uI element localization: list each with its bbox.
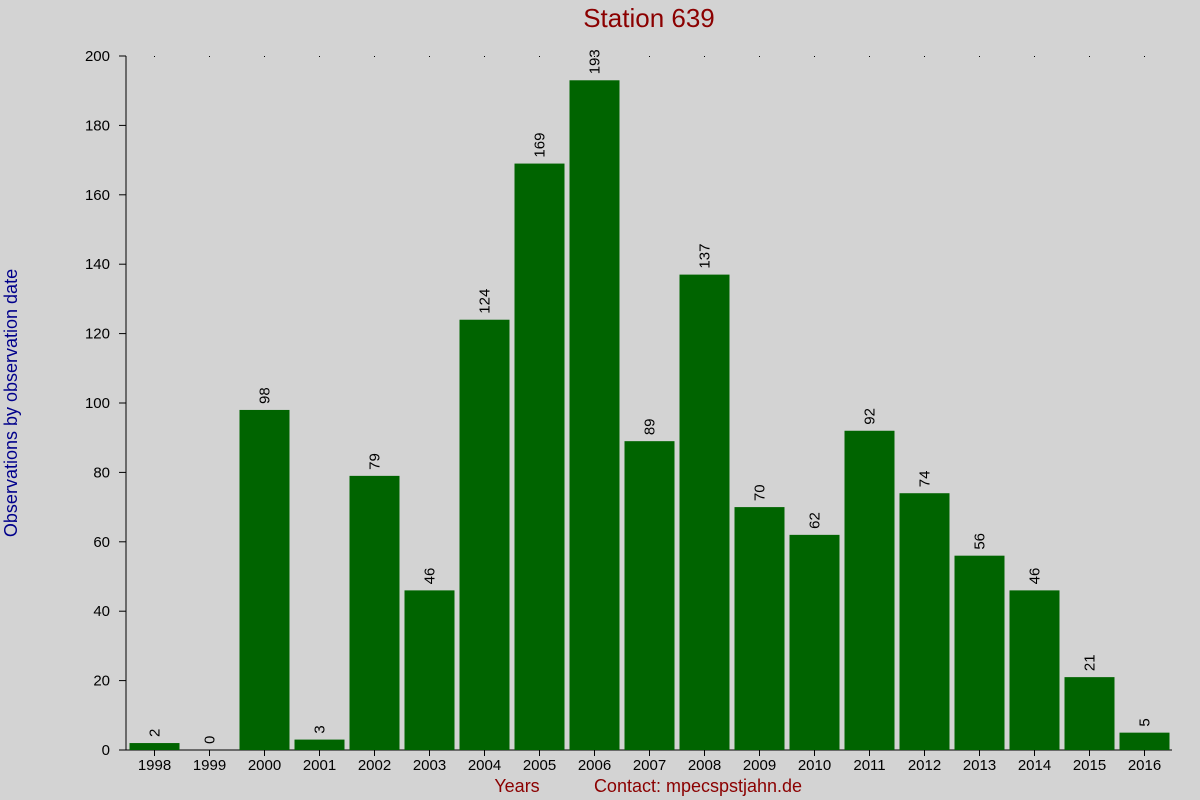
bar <box>899 493 950 750</box>
bar <box>129 743 180 750</box>
chart-title: Station 639 <box>583 3 715 33</box>
grid-dot <box>264 56 265 57</box>
x-tick-label: 2004 <box>468 757 501 774</box>
grid-dot <box>1089 56 1090 57</box>
x-tick-label: 2000 <box>248 757 281 774</box>
bar-data-label: 89 <box>642 418 659 435</box>
grid-dot <box>704 56 705 57</box>
x-tick-label: 2010 <box>798 757 831 774</box>
grid-dot <box>869 56 870 57</box>
bar <box>404 590 455 750</box>
grid-dot <box>649 56 650 57</box>
grid-dot <box>1144 56 1145 57</box>
grid-dot <box>759 56 760 57</box>
y-tick-label: 160 <box>85 187 110 204</box>
y-tick-label: 100 <box>85 395 110 412</box>
bar <box>954 555 1005 750</box>
x-tick-label: 2013 <box>963 757 996 774</box>
y-tick-label: 200 <box>85 48 110 65</box>
bar-data-label: 137 <box>697 244 714 269</box>
bar-data-label: 62 <box>807 512 824 529</box>
y-axis-label: Observations by observation date <box>1 269 21 537</box>
y-tick-label: 20 <box>93 673 110 690</box>
y-tick-label: 180 <box>85 117 110 134</box>
bar-data-label: 124 <box>477 289 494 314</box>
x-tick-label: 2014 <box>1018 757 1051 774</box>
bar-data-label: 98 <box>257 387 274 404</box>
y-tick-label: 60 <box>93 534 110 551</box>
x-axis-label: Years <box>494 776 539 796</box>
y-tick-label: 40 <box>93 603 110 620</box>
bar <box>734 507 785 750</box>
grid-dot <box>1034 56 1035 57</box>
bar <box>679 274 730 750</box>
bar-data-label: 5 <box>1137 718 1154 726</box>
bar-data-label: 56 <box>972 533 989 550</box>
grid-dot <box>209 56 210 57</box>
x-tick-label: 2001 <box>303 757 336 774</box>
x-tick-label: 2016 <box>1128 757 1161 774</box>
x-tick-label: 1998 <box>138 757 171 774</box>
grid-dot <box>429 56 430 57</box>
x-tick-label: 2008 <box>688 757 721 774</box>
y-tick-label: 140 <box>85 256 110 273</box>
bar <box>1119 732 1170 750</box>
bar-data-label: 70 <box>752 484 769 501</box>
bar <box>1064 677 1115 750</box>
bar-data-label: 2 <box>147 729 164 737</box>
grid-dot <box>319 56 320 57</box>
bar-data-label: 46 <box>422 568 439 585</box>
grid-dot <box>979 56 980 57</box>
grid-dot <box>814 56 815 57</box>
bar <box>569 80 620 751</box>
x-tick-label: 2005 <box>523 757 556 774</box>
bar <box>239 409 290 750</box>
grid-dot <box>924 56 925 57</box>
bar-data-label: 46 <box>1027 568 1044 585</box>
bar <box>349 475 400 750</box>
x-tick-label: 1999 <box>193 757 226 774</box>
grid-dot <box>594 56 595 57</box>
x-tick-label: 2015 <box>1073 757 1106 774</box>
bar <box>514 163 565 750</box>
bar <box>294 739 345 750</box>
bar <box>789 534 840 750</box>
x-tick-label: 2002 <box>358 757 391 774</box>
bar-data-label: 193 <box>587 49 604 74</box>
bar <box>1009 590 1060 750</box>
x-tick-label: 2009 <box>743 757 776 774</box>
bar <box>459 319 510 750</box>
bar-data-label: 21 <box>1082 654 1099 671</box>
plot-area: 0 20 40 60 80 100 120 140 160 180 200 1998 2 1999 0 200… <box>85 48 1172 774</box>
y-tick-label: 80 <box>93 464 110 481</box>
x-tick-label: 2003 <box>413 757 446 774</box>
x-tick-label: 2006 <box>578 757 611 774</box>
bar-data-label: 0 <box>202 736 219 744</box>
y-tick-label: 120 <box>85 326 110 343</box>
y-tick-label: 0 <box>102 742 110 759</box>
grid-dot <box>484 56 485 57</box>
x-tick-label: 2012 <box>908 757 941 774</box>
bar-data-label: 79 <box>367 453 384 470</box>
x-tick-label: 2011 <box>853 757 885 774</box>
contact-footer: Contact: mpecspstjahn.de <box>594 776 802 796</box>
grid-dot <box>154 56 155 57</box>
grid-dot <box>539 56 540 57</box>
grid-dot <box>374 56 375 57</box>
bar-data-label: 92 <box>862 408 879 425</box>
x-tick-label: 2007 <box>633 757 666 774</box>
bar-data-label: 169 <box>532 133 549 158</box>
bar <box>624 441 675 750</box>
bar-data-label: 74 <box>917 471 934 488</box>
bar <box>844 430 895 750</box>
bar-data-label: 3 <box>312 725 329 733</box>
